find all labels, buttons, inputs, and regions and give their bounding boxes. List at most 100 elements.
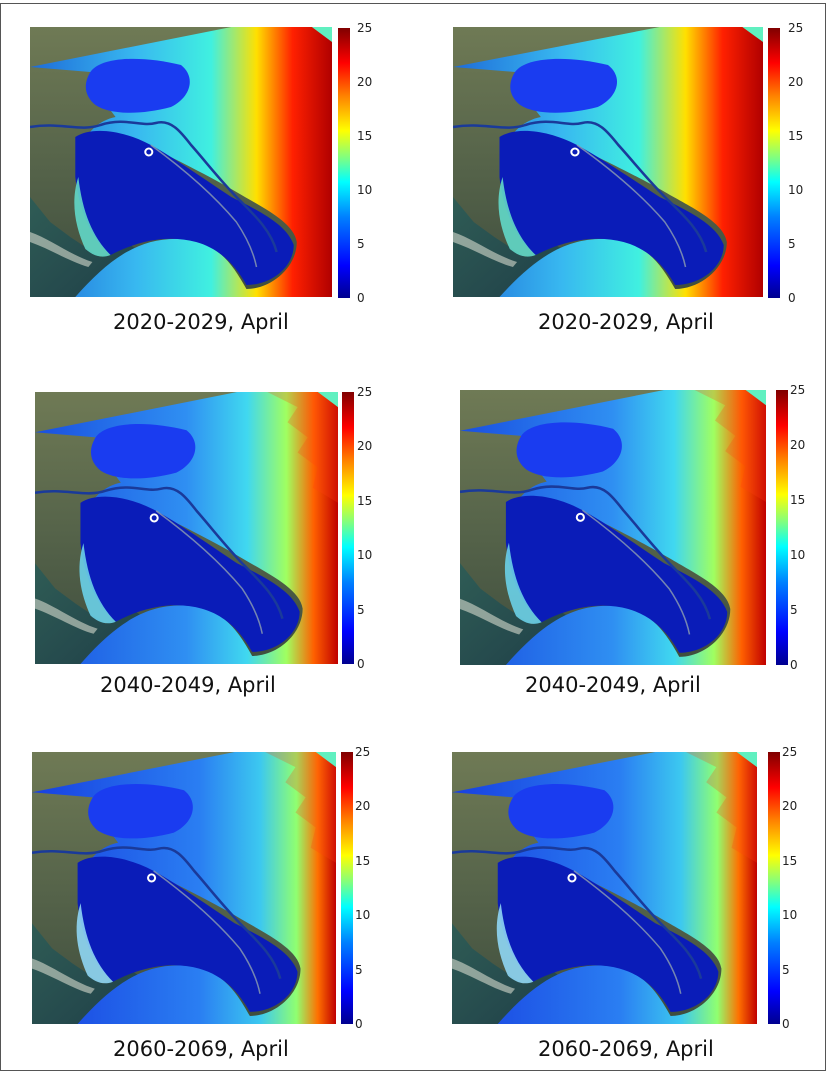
panel-caption: 2040-2049, April	[525, 673, 701, 697]
colorbar-tick-label: 25	[357, 385, 373, 399]
salinity-field-barataria-basin	[77, 856, 298, 1012]
colorbar-tick-label: 10	[790, 548, 806, 562]
station-marker-icon	[144, 147, 154, 157]
coastline-sand	[453, 232, 518, 267]
colorbar-tick-label: 10	[357, 183, 373, 197]
panel-caption: 2040-2049, April	[100, 673, 276, 697]
mississippi-river	[452, 846, 703, 979]
salinity-field-barataria-basin	[80, 496, 300, 652]
offshore-grid-cells	[694, 390, 766, 503]
salinity-field-marsh-fringe	[498, 177, 536, 257]
salinity-field-lake-pontchartrain	[88, 784, 193, 839]
colorbar-tick-label: 5	[357, 602, 365, 617]
salinity-map	[460, 390, 766, 665]
colorbar-tick-label: 15	[788, 129, 804, 143]
salinity-field-lake-pontchartrain	[90, 424, 196, 479]
colorbar-tick-label: 0	[357, 291, 365, 305]
offshore-grid-cells	[265, 752, 336, 863]
colorbar-tick-label: 15	[357, 129, 373, 143]
salinity-field-marsh-fringe	[496, 903, 534, 984]
station-marker-icon	[567, 873, 577, 883]
coastline-sand	[30, 232, 93, 267]
colorbar-tick-label: 25	[782, 745, 798, 759]
colorbar-tick-label: 10	[782, 908, 798, 923]
colorbar-tick-label: 5	[782, 962, 790, 977]
mississippi-river	[30, 120, 278, 253]
salinity-map	[453, 27, 763, 297]
panel-caption: 2020-2029, April	[538, 310, 714, 334]
salinity-field-lake-pontchartrain	[85, 58, 190, 113]
river-levee-land	[576, 144, 687, 268]
colorbar-tick-label: 0	[355, 1017, 363, 1031]
colorbar-tick-label: 25	[355, 745, 371, 759]
coastline-sand	[35, 598, 98, 634]
corner-grid-cell	[745, 390, 766, 406]
salinity-field-lake-pontchartrain	[508, 784, 614, 839]
colorbar-tick-label: 5	[357, 237, 365, 251]
mississippi-river	[460, 485, 712, 620]
colorbar-tick-label: 0	[790, 658, 798, 672]
colorbar-tick-label: 0	[782, 1017, 790, 1031]
salinity-field-marsh-fringe	[74, 177, 111, 257]
colorbar	[768, 28, 780, 298]
river-levee-land	[155, 510, 263, 634]
river-levee-land	[573, 870, 682, 994]
colorbar	[341, 752, 353, 1024]
salinity-field-marsh-fringe	[504, 542, 542, 624]
mississippi-river	[35, 486, 284, 619]
salinity-field-marsh-fringe	[76, 903, 114, 984]
offshore-grid-cells	[267, 392, 338, 503]
salinity-map	[30, 27, 332, 297]
colorbar-tick-label: 20	[357, 439, 373, 454]
colorbar-tick-label: 5	[790, 603, 798, 617]
colorbar-tick-label: 20	[788, 75, 804, 89]
colorbar	[338, 28, 350, 298]
colorbar-tick-label: 20	[355, 799, 371, 814]
corner-grid-cell	[311, 27, 332, 42]
salinity-map	[35, 392, 338, 664]
coastline-sand	[32, 958, 95, 994]
salinity-map	[452, 752, 757, 1024]
colorbar-tick-label: 10	[357, 548, 373, 563]
mississippi-river	[32, 846, 282, 979]
colorbar	[776, 390, 788, 665]
colorbar-tick-label: 25	[788, 21, 804, 35]
colorbar-tick-label: 20	[782, 799, 798, 814]
colorbar-tick-label: 10	[355, 908, 371, 923]
salinity-field-barataria-basin	[505, 495, 728, 653]
coastline-sand	[460, 598, 524, 635]
offshore-grid-cells	[685, 752, 757, 863]
colorbar-tick-label: 15	[790, 493, 806, 507]
river-levee-land	[153, 870, 261, 994]
colorbar-tick-label: 15	[357, 493, 373, 508]
river-levee-land	[150, 144, 258, 268]
salinity-field-marsh-fringe	[79, 543, 116, 624]
figure-frame	[0, 3, 826, 1071]
station-marker-icon	[147, 873, 157, 883]
station-marker-icon	[575, 512, 585, 522]
colorbar	[768, 752, 780, 1024]
colorbar-tick-label: 0	[357, 657, 365, 671]
salinity-field-barataria-basin	[497, 856, 719, 1012]
station-marker-icon	[570, 147, 580, 157]
salinity-field-barataria-basin	[75, 130, 294, 285]
colorbar-tick-label: 0	[788, 291, 796, 305]
salinity-field-lake-pontchartrain	[516, 422, 622, 478]
colorbar-tick-label: 5	[355, 962, 363, 977]
panel-caption: 2060-2069, April	[113, 1037, 289, 1061]
station-marker-icon	[149, 513, 159, 523]
colorbar	[342, 392, 354, 664]
river-levee-land	[581, 509, 691, 635]
colorbar-tick-label: 20	[357, 75, 373, 89]
salinity-field-lake-pontchartrain	[510, 58, 618, 113]
salinity-field-barataria-basin	[499, 130, 724, 285]
colorbar-tick-label: 25	[357, 21, 373, 35]
mississippi-river	[453, 120, 708, 253]
corner-grid-cell	[315, 752, 336, 768]
corner-grid-cell	[742, 27, 763, 42]
salinity-map	[32, 752, 336, 1024]
colorbar-tick-label: 20	[790, 438, 806, 452]
colorbar-tick-label: 15	[355, 853, 371, 868]
colorbar-tick-label: 25	[790, 383, 806, 397]
panel-caption: 2060-2069, April	[538, 1037, 714, 1061]
